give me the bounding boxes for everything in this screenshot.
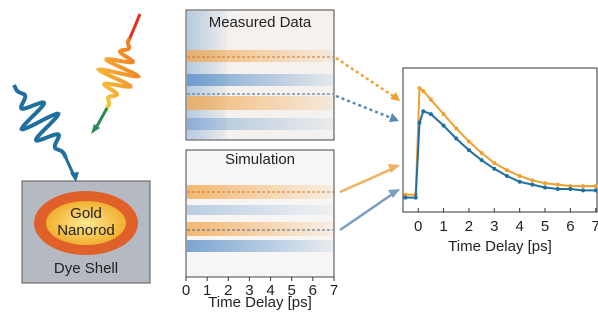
core-label: Nanorod xyxy=(57,222,115,239)
x-tick-label: 2 xyxy=(224,282,232,299)
figure: Gold Nanorod Dye Shell Measured Data Sim… xyxy=(0,0,598,314)
x-tick-label: 3 xyxy=(490,218,498,235)
data-point xyxy=(492,161,496,165)
arrow-head xyxy=(388,164,400,173)
heatmap-measured: Measured Data xyxy=(186,10,334,140)
data-point xyxy=(480,151,484,155)
arrow-head xyxy=(389,113,399,122)
data-point xyxy=(429,98,433,102)
connector xyxy=(340,168,394,192)
connectors xyxy=(336,58,400,230)
heatmap-title: Measured Data xyxy=(209,14,312,31)
data-point xyxy=(454,137,458,141)
data-point xyxy=(421,89,425,93)
pulse-orange xyxy=(99,38,138,108)
heatmap-band xyxy=(187,50,333,62)
data-point xyxy=(543,181,547,185)
data-point xyxy=(492,167,496,171)
data-point xyxy=(581,188,585,192)
heatmap-title: Simulation xyxy=(225,151,295,168)
data-point xyxy=(568,187,572,191)
x-tick-label: 6 xyxy=(309,282,317,299)
heatmap-band xyxy=(187,118,333,130)
data-point xyxy=(594,184,598,188)
x-tick-label: 4 xyxy=(515,218,523,235)
x-tick-label: 7 xyxy=(330,282,338,299)
x-tick-label: 0 xyxy=(414,218,422,235)
data-point xyxy=(581,184,585,188)
page: Gold Nanorod Dye Shell Measured Data Sim… xyxy=(0,0,598,319)
data-point xyxy=(530,178,534,182)
pulse-blue xyxy=(14,85,66,158)
data-point xyxy=(505,168,509,172)
data-point xyxy=(414,196,418,200)
data-point xyxy=(543,186,547,190)
data-point xyxy=(518,174,522,178)
x-tick-label: 2 xyxy=(465,218,473,235)
data-point xyxy=(480,158,484,162)
data-point xyxy=(518,180,522,184)
heatmap-band xyxy=(187,240,333,252)
plot-frame xyxy=(403,68,597,212)
data-point xyxy=(454,126,458,130)
shell-label: Dye Shell xyxy=(54,260,118,277)
x-tick-label: 5 xyxy=(288,282,296,299)
data-point xyxy=(417,121,421,125)
data-point xyxy=(556,183,560,187)
heatmap-band xyxy=(187,74,333,86)
data-point xyxy=(421,109,425,113)
x-tick-label: 0 xyxy=(182,282,190,299)
x-tick-label: 4 xyxy=(266,282,274,299)
data-point xyxy=(505,174,509,178)
connector xyxy=(336,58,396,98)
x-tick-label: 1 xyxy=(203,282,211,299)
x-tick-label: 6 xyxy=(566,218,574,235)
heatmap-band xyxy=(187,205,333,215)
x-tick-label: 5 xyxy=(541,218,549,235)
data-point xyxy=(429,112,433,116)
pulse-tail xyxy=(96,108,107,128)
x-tick-label: 1 xyxy=(439,218,447,235)
data-point xyxy=(594,188,598,192)
heatmap-band xyxy=(187,96,333,110)
data-point xyxy=(530,183,534,187)
x-tick-label: 7 xyxy=(592,218,598,235)
data-point xyxy=(404,196,408,200)
data-point xyxy=(442,112,446,116)
data-point xyxy=(442,124,446,128)
core-label: Gold xyxy=(70,205,102,222)
connector xyxy=(336,96,394,119)
data-point xyxy=(417,86,421,90)
x-axis-label: Time Delay [ps] xyxy=(448,238,552,255)
x-tick-label: 3 xyxy=(245,282,253,299)
illustration: Gold Nanorod Dye Shell xyxy=(14,14,150,283)
heatmap-band xyxy=(187,222,333,236)
pulse-tail xyxy=(130,14,140,38)
data-point xyxy=(467,148,471,152)
data-point xyxy=(556,187,560,191)
connector xyxy=(340,193,394,230)
data-point xyxy=(467,139,471,143)
